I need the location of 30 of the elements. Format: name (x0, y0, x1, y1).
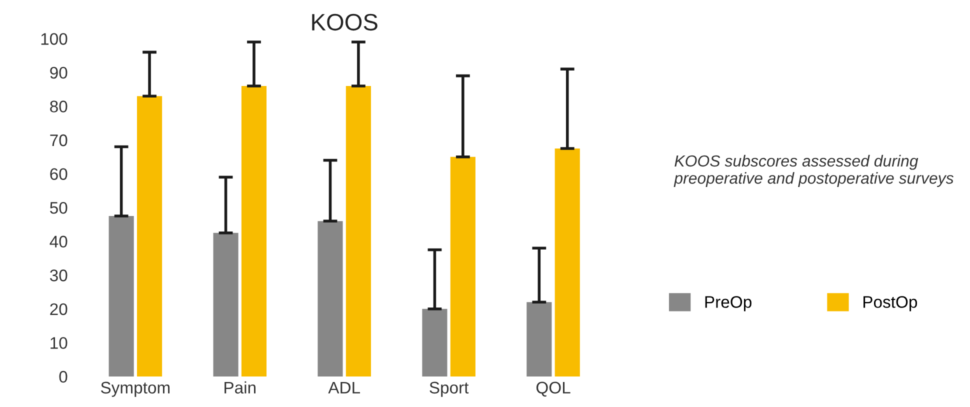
y-tick-label: 100 (41, 33, 68, 45)
bar (526, 302, 552, 376)
bar (213, 232, 238, 376)
y-tick-label: 70 (50, 134, 68, 146)
x-tick-label: Sport (430, 382, 469, 397)
y-tick-label: 0 (59, 370, 68, 383)
bar (136, 96, 162, 376)
y-tick-label: 40 (50, 236, 68, 248)
bar (241, 86, 267, 376)
bar (346, 86, 371, 376)
legend-label: PreOp (705, 296, 752, 312)
x-tick-label: Pain (224, 381, 256, 394)
y-tick-label: 80 (50, 100, 68, 112)
y-tick-label: 50 (50, 202, 68, 214)
x-tick-label: Symptom (100, 382, 170, 397)
x-tick-label: ADL (328, 382, 360, 394)
y-tick-label: 20 (50, 303, 68, 316)
x-tick-label: QOL (536, 382, 570, 397)
bar (450, 156, 476, 376)
bar (554, 148, 580, 376)
y-tick-label: 90 (50, 66, 68, 79)
text: KOOS subscores assessed during preoperative and postoperative surveys (674, 154, 954, 187)
chart-title: KOOS (312, 14, 378, 31)
y-tick-label: 30 (50, 270, 68, 282)
y-tick-label: 60 (50, 168, 68, 180)
bar (422, 308, 448, 376)
y-tick-label: 10 (50, 337, 68, 349)
bar (318, 221, 343, 376)
bar (108, 216, 134, 376)
legend-label: PostOp (864, 296, 918, 312)
